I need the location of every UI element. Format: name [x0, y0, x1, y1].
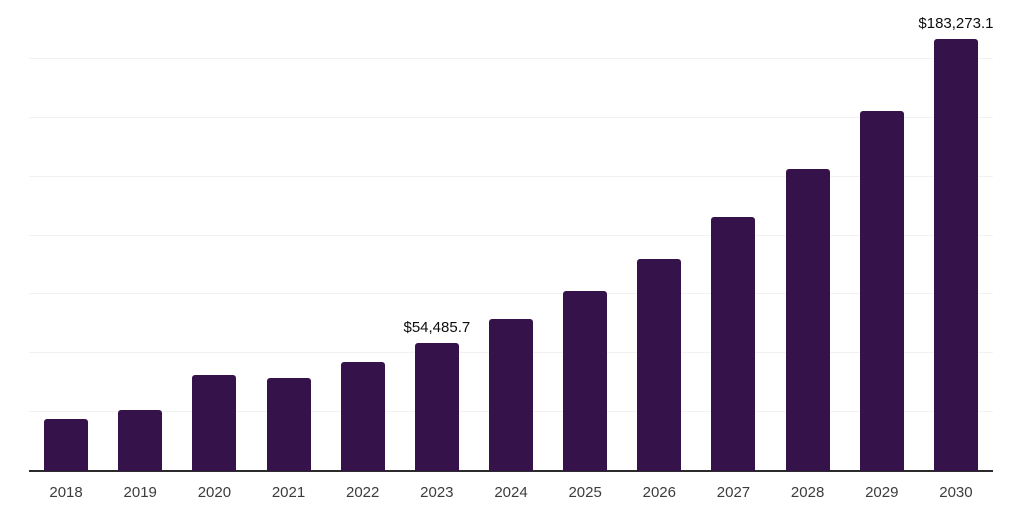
bar-2029[interactable] — [859, 110, 904, 471]
gridline — [29, 116, 993, 118]
bar-2025[interactable] — [563, 291, 608, 471]
gridline — [29, 57, 993, 59]
bar-2027[interactable] — [711, 216, 756, 471]
bar-2022[interactable] — [340, 362, 385, 471]
x-tick-label-2025: 2025 — [568, 484, 602, 501]
x-tick-label-2027: 2027 — [716, 484, 751, 501]
x-tick-label-2023: 2023 — [420, 484, 454, 501]
gridline — [29, 234, 993, 236]
plot-area: $54,485.7 $183,273.1 — [29, 0, 994, 472]
bar-2030[interactable] — [933, 39, 978, 471]
x-tick-label-2030: 2030 — [939, 484, 973, 501]
bar-2018[interactable] — [44, 419, 89, 471]
x-tick-label-2028: 2028 — [790, 484, 825, 501]
x-tick-label-2026: 2026 — [642, 484, 676, 501]
x-tick-label-2029: 2029 — [865, 484, 899, 501]
bar-2028[interactable] — [785, 169, 830, 471]
bar-2026[interactable] — [637, 259, 682, 471]
x-axis-line — [29, 470, 993, 472]
x-tick-label-2024: 2024 — [494, 484, 528, 501]
bar-2023[interactable] — [414, 342, 459, 471]
bar-2020[interactable] — [192, 374, 237, 471]
x-tick-label-2018: 2018 — [49, 484, 83, 501]
bar-2024[interactable] — [489, 319, 533, 471]
x-tick-label-2020: 2020 — [197, 484, 232, 501]
bar-2021[interactable] — [266, 378, 311, 471]
data-label-2023: $54,485.7 — [403, 318, 471, 336]
data-label-2030: $183,273.1 — [918, 15, 994, 33]
x-tick-label-2019: 2019 — [123, 484, 157, 501]
gridline — [29, 175, 993, 177]
x-tick-label-2022: 2022 — [346, 484, 380, 501]
gridline — [29, 293, 993, 295]
x-tick-label-2021: 2021 — [271, 484, 306, 501]
bar-2019[interactable] — [118, 410, 163, 471]
